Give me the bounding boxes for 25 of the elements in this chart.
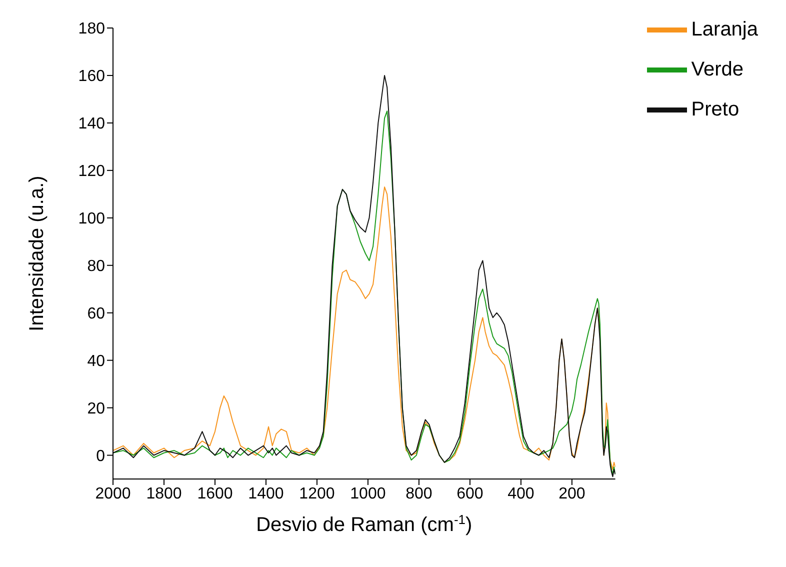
- y-tick-label: 100: [78, 210, 106, 228]
- x-tick-label: 200: [558, 485, 586, 502]
- x-tick-label: 1000: [350, 485, 386, 502]
- y-tick-label: 120: [78, 163, 106, 180]
- x-tick-label: 2000: [95, 485, 131, 502]
- legend-label: Laranja: [691, 18, 758, 40]
- x-tick-label: 400: [508, 485, 534, 502]
- y-tick-label: 60: [87, 306, 106, 323]
- y-tick-label: 80: [87, 258, 106, 276]
- y-tick-label: 40: [87, 352, 106, 370]
- x-tick-label: 1800: [146, 485, 182, 502]
- x-tick-label: 1200: [299, 485, 335, 502]
- y-tick-label: 140: [78, 116, 106, 133]
- y-tick-label: 20: [87, 400, 106, 418]
- legend-label: Verde: [691, 58, 744, 80]
- x-tick-label: 600: [456, 485, 484, 502]
- x-tick-label: 800: [406, 485, 432, 502]
- legend-label: Preto: [691, 98, 740, 120]
- x-tick-label: 1400: [248, 485, 284, 502]
- x-tick-label: 1600: [197, 485, 233, 502]
- x-axis-title: Desvio de Raman (cm$^{-1}$): [256, 512, 472, 536]
- y-axis-title: Intensidade (u.a.): [26, 176, 48, 332]
- y-tick-label: 160: [78, 68, 106, 86]
- y-tick-label: 180: [78, 20, 106, 38]
- y-tick-label: 0: [96, 448, 106, 465]
